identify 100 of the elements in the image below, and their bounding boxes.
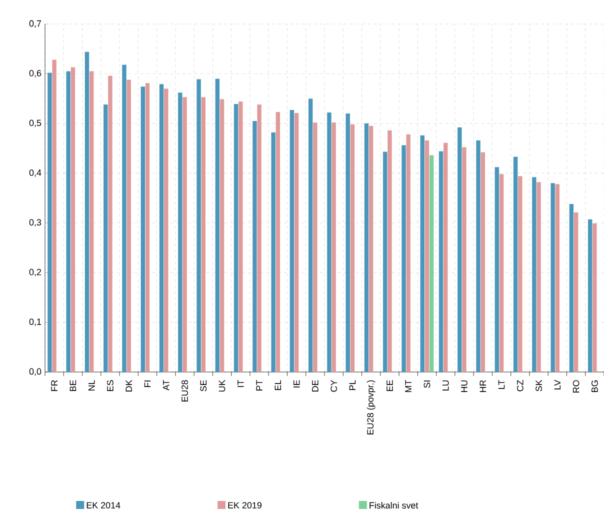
bar xyxy=(238,102,243,372)
y-tick-label: 0,4 xyxy=(29,169,42,177)
bar xyxy=(201,97,206,372)
bar xyxy=(429,155,434,372)
x-tick-label: NL xyxy=(88,380,95,390)
bar xyxy=(588,219,592,372)
bar xyxy=(332,122,336,372)
bar xyxy=(346,113,350,372)
bar xyxy=(438,151,444,372)
x-tick-label: PT xyxy=(256,380,262,390)
x-tick-label: RO xyxy=(572,380,580,392)
x-tick-label: BG xyxy=(592,380,598,392)
x-tick-label: PL xyxy=(349,380,356,390)
bar xyxy=(145,83,150,372)
x-tick-label: EU28 (povpr.) xyxy=(366,380,376,434)
bar xyxy=(555,184,560,372)
y-tick-label: 0,1 xyxy=(29,318,42,326)
x-tick-label: AT xyxy=(163,380,170,391)
bar xyxy=(499,174,504,372)
bar xyxy=(308,98,313,372)
bar xyxy=(89,71,94,372)
bar xyxy=(66,71,70,372)
x-tick-label: CY xyxy=(330,380,337,392)
bar xyxy=(424,140,430,372)
bar xyxy=(257,104,262,372)
bar xyxy=(592,223,597,372)
bar xyxy=(532,177,536,372)
bar xyxy=(276,112,280,372)
x-tick-label: LT xyxy=(498,380,505,389)
bar xyxy=(480,152,485,372)
x-tick-label: EL xyxy=(274,380,282,390)
x-tick-label: IT xyxy=(238,380,244,387)
x-tick-label: SE xyxy=(200,380,207,392)
bar xyxy=(182,97,187,372)
bar xyxy=(368,126,374,372)
bar xyxy=(52,60,56,372)
x-tick-label: DE xyxy=(312,380,318,392)
bar xyxy=(164,88,168,372)
bar xyxy=(294,112,299,372)
y-tick-label: 0,0 xyxy=(29,368,42,376)
bar xyxy=(388,130,392,372)
x-tick-label: UK xyxy=(218,380,226,392)
bar xyxy=(122,64,126,372)
x-tick-label: IE xyxy=(293,380,300,388)
bar xyxy=(313,122,318,372)
bar xyxy=(462,147,466,372)
bar xyxy=(108,76,112,372)
bar xyxy=(84,52,90,372)
bar xyxy=(104,104,108,372)
bar xyxy=(402,145,406,372)
y-tick-label: 0,2 xyxy=(29,268,42,276)
bar xyxy=(70,67,76,372)
x-tick-label: EE xyxy=(386,380,393,391)
bar xyxy=(126,80,131,372)
bar xyxy=(476,140,480,372)
legend-label: EK 2019 xyxy=(228,502,262,508)
x-tick-label: HR xyxy=(480,380,486,392)
y-tick-label: 0,7 xyxy=(29,20,42,28)
x-tick-label: LU xyxy=(442,380,449,390)
bar xyxy=(458,127,462,372)
bar xyxy=(364,123,369,372)
bar xyxy=(406,134,410,372)
bar xyxy=(220,99,224,372)
x-tick-label: MT xyxy=(405,380,412,392)
bar xyxy=(550,183,555,372)
bar xyxy=(574,212,578,372)
bar xyxy=(159,84,164,372)
x-tick-label: CZ xyxy=(516,380,524,392)
x-tick-label: EU28 xyxy=(182,380,188,402)
bar xyxy=(513,156,518,372)
x-tick-label: ES xyxy=(107,380,114,391)
x-tick-label: FI xyxy=(144,380,151,388)
x-tick-label: SK xyxy=(536,380,542,392)
bar xyxy=(290,110,294,372)
bar xyxy=(48,72,52,372)
bar xyxy=(215,78,220,372)
bar xyxy=(444,142,448,372)
bar xyxy=(140,86,145,372)
bar xyxy=(420,135,424,372)
bar xyxy=(494,167,500,372)
legend-label: EK 2014 xyxy=(86,502,120,508)
y-tick-label: 0,5 xyxy=(29,120,42,128)
y-tick-label: 0,6 xyxy=(29,70,42,78)
x-tick-label: LV xyxy=(554,380,561,390)
bar xyxy=(252,120,257,372)
y-tick-label: 0,3 xyxy=(29,219,42,227)
bar xyxy=(327,112,332,372)
bar xyxy=(196,79,201,372)
bar xyxy=(536,182,541,372)
x-tick-label: BE xyxy=(70,380,76,391)
x-tick-label: HU xyxy=(461,380,468,392)
bar xyxy=(350,124,355,372)
bar xyxy=(518,176,522,372)
bar xyxy=(569,204,574,372)
bar xyxy=(234,104,238,372)
bar xyxy=(383,152,388,372)
bar xyxy=(271,132,276,372)
x-tick-label: FR xyxy=(51,380,58,391)
x-tick-label: SI xyxy=(424,380,430,388)
bar xyxy=(178,92,182,372)
